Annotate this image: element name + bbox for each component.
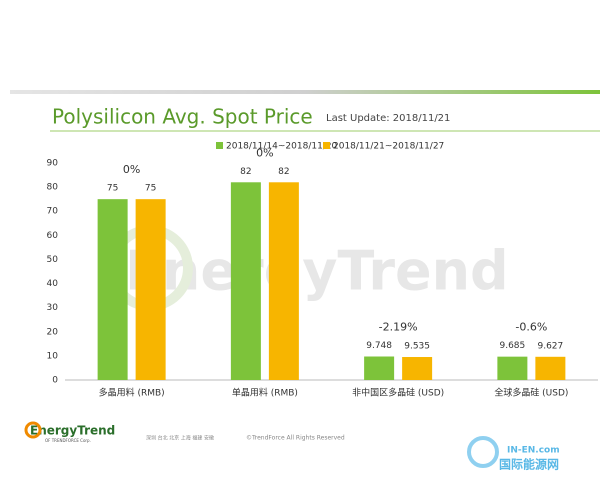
change-label: -0.6% xyxy=(515,321,547,334)
legend-swatch xyxy=(216,142,223,149)
x-tick-label: 全球多晶硅 (USD) xyxy=(494,387,568,399)
legend-label: 2018/11/14~2018/11/20 xyxy=(226,142,338,152)
y-tick-label: 30 xyxy=(47,303,59,313)
chart-title: Polysilicon Avg. Spot Price xyxy=(52,105,313,129)
y-tick-label: 70 xyxy=(47,207,59,217)
x-tick-label: 多晶用料 (RMB) xyxy=(99,387,165,399)
y-tick-label: 40 xyxy=(47,279,59,289)
bar xyxy=(135,199,166,380)
footer-brand: EnergyTrend xyxy=(30,424,115,438)
value-label: 75 xyxy=(145,184,156,194)
y-tick-label: 20 xyxy=(47,327,59,337)
brand-logo xyxy=(24,421,42,439)
bar xyxy=(535,356,566,380)
value-label: 9.535 xyxy=(404,342,430,352)
y-tick-label: 50 xyxy=(47,255,59,265)
x-tick-label: 非中国区多晶硅 (USD) xyxy=(352,387,444,399)
value-label: 82 xyxy=(278,167,289,177)
value-label: 9.685 xyxy=(499,341,525,351)
change-label: 0% xyxy=(256,146,273,159)
chart-subtitle: Last Update: 2018/11/21 xyxy=(326,113,450,124)
y-tick-label: 0 xyxy=(52,376,58,386)
bar xyxy=(97,199,128,380)
bar xyxy=(268,182,299,380)
bar xyxy=(230,182,261,380)
footer-brand-sub: OF TRENDFORCE Corp. xyxy=(45,438,91,443)
legend-swatch xyxy=(323,142,330,149)
footer-copyright: ©TrendForce All Rights Reserved xyxy=(246,435,345,442)
y-tick-label: 80 xyxy=(47,183,59,193)
y-tick-label: 90 xyxy=(47,159,59,169)
legend-label: 2018/11/21~2018/11/27 xyxy=(333,142,444,152)
y-tick-label: 60 xyxy=(47,231,59,241)
footer-site-cn: 国际能源网 xyxy=(499,457,559,472)
value-label: 9.748 xyxy=(366,341,392,351)
value-label: 75 xyxy=(107,184,118,194)
footer-cities: 深圳 台北 北京 上海 福建 安徽 xyxy=(146,435,214,442)
change-label: 0% xyxy=(123,163,140,176)
value-label: 82 xyxy=(240,167,251,177)
change-label: -2.19% xyxy=(379,320,418,333)
value-label: 9.627 xyxy=(537,341,563,351)
bar xyxy=(364,356,395,380)
site-logo xyxy=(467,436,499,468)
bar xyxy=(402,357,433,380)
y-tick-label: 10 xyxy=(47,351,59,361)
footer-site: IN-EN.com xyxy=(507,446,560,456)
header-band xyxy=(10,90,600,94)
x-tick-label: 单晶用料 (RMB) xyxy=(232,387,298,399)
bar xyxy=(497,356,528,380)
